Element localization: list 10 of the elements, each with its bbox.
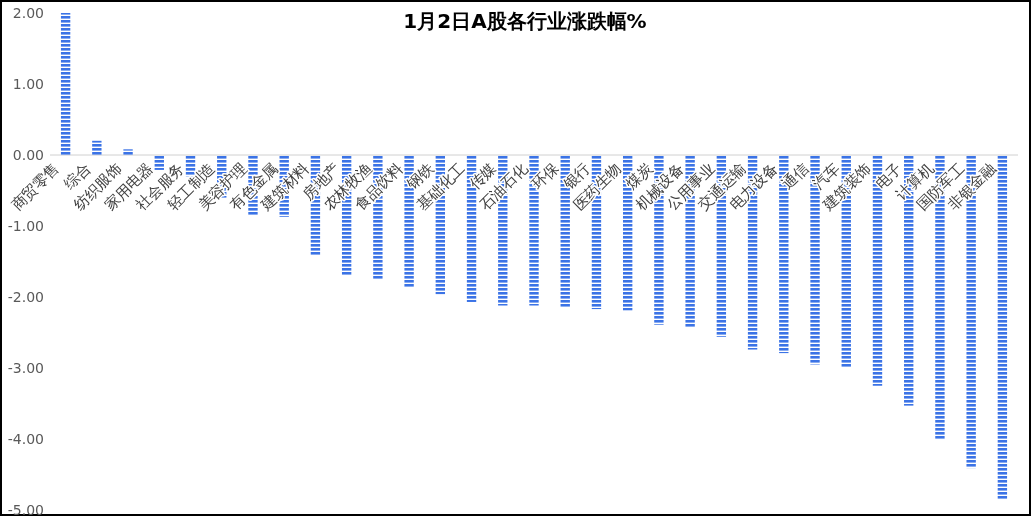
y-tick-label: -3.00 xyxy=(7,360,44,376)
chart-title: 1月2日A股各行业涨跌幅% xyxy=(403,9,647,33)
y-tick-label: 1.00 xyxy=(12,76,44,92)
x-tick-label: 环保 xyxy=(528,159,563,194)
x-tick-label: 通信 xyxy=(778,159,813,194)
y-tick-label: -5.00 xyxy=(7,502,44,517)
y-tick-label: -2.00 xyxy=(7,289,44,305)
y-tick-label: 2.00 xyxy=(12,5,44,21)
y-tick-label: -4.00 xyxy=(7,431,44,447)
y-tick-label: -1.00 xyxy=(7,218,44,234)
